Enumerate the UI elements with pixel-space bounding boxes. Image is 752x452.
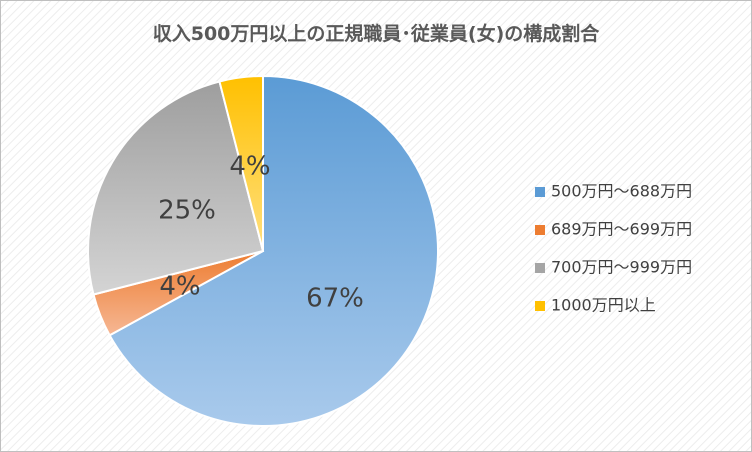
pie-data-labels: 67% 4% 25% 4% [158, 152, 364, 314]
legend-swatch-slice-689-699 [535, 225, 545, 235]
legend-label-slice-1000-plus[interactable]: 1000万円以上 [551, 296, 656, 315]
data-label-slice-1000-plus: 4% [229, 152, 270, 182]
chart-title: 収入500万円以上の正規職員･従業員(女)の構成割合 [153, 22, 601, 45]
data-label-slice-700-999: 25% [158, 196, 216, 226]
slice-500-688 [108, 74, 439, 427]
legend-swatch-slice-700-999 [535, 263, 545, 273]
legend-label-slice-700-999[interactable]: 700万円～999万円 [551, 258, 692, 277]
legend-label-slice-500-688[interactable]: 500万円～688万円 [551, 182, 692, 201]
slice-1000-plus [218, 74, 264, 252]
legend-swatch-slice-1000-plus [535, 301, 545, 311]
slice-700-999 [87, 80, 265, 296]
legend: 500万円～688万円 689万円～699万円 700万円～999万円 1000万円以… [535, 182, 692, 315]
legend-swatch-slice-500-688 [535, 187, 545, 197]
pie-slices [87, 74, 439, 427]
data-label-slice-500-688: 67% [306, 284, 364, 314]
legend-label-slice-689-699[interactable]: 689万円～699万円 [551, 220, 692, 239]
data-label-slice-689-699: 4% [159, 272, 200, 302]
